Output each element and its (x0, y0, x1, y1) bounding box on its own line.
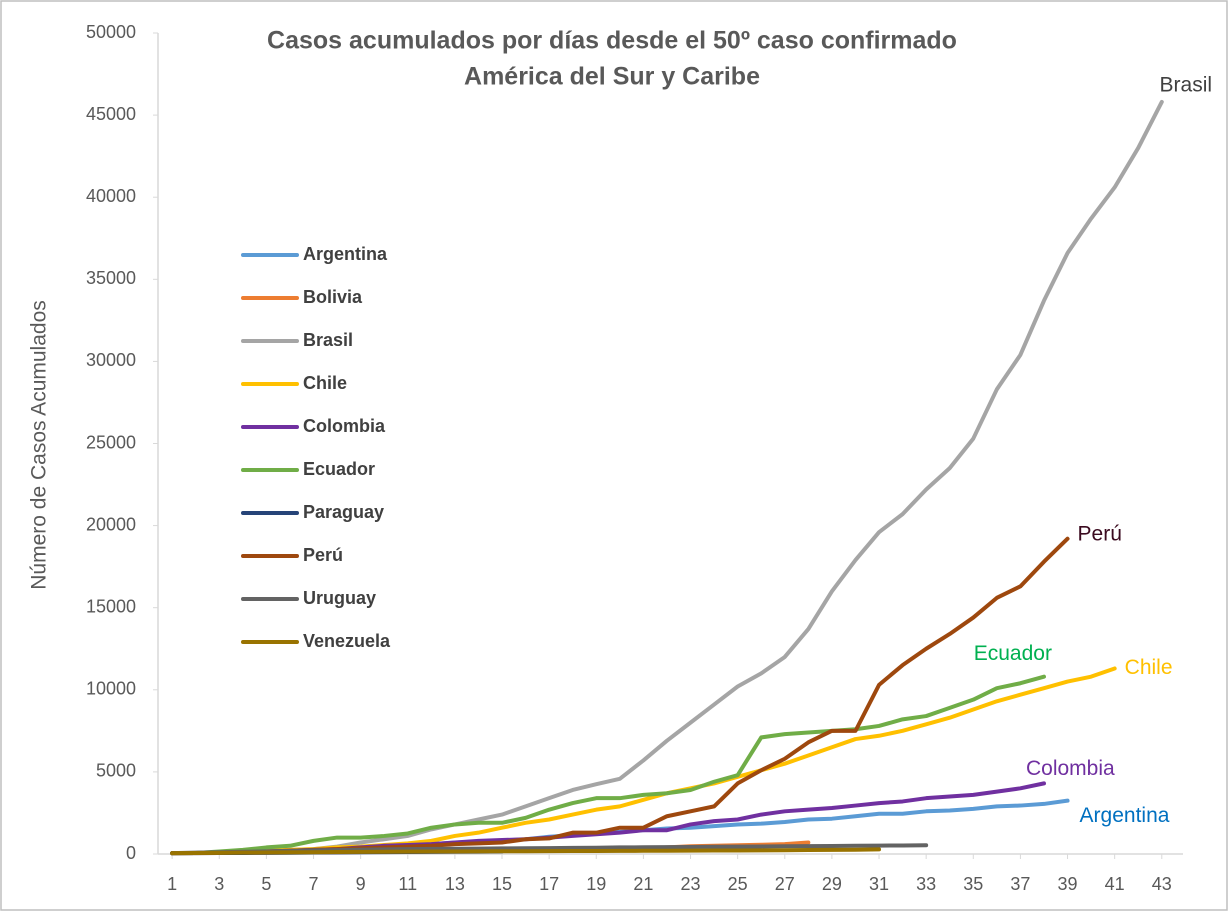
x-tick-label: 41 (1105, 874, 1125, 894)
x-tick-label: 31 (869, 874, 889, 894)
x-tick-label: 25 (728, 874, 748, 894)
x-tick-label: 3 (214, 874, 224, 894)
series-line (170, 847, 882, 856)
legend-label: Chile (303, 373, 347, 393)
y-tick-label: 40000 (86, 186, 136, 206)
y-tick-label: 50000 (86, 22, 136, 42)
end-label: Perú (1078, 522, 1122, 545)
end-label: Brasil (1160, 74, 1213, 97)
y-tick-label: 0 (126, 843, 136, 863)
legend-label: Brasil (303, 330, 353, 350)
end-label: Chile (1125, 656, 1173, 679)
x-tick-label: 13 (445, 874, 465, 894)
y-tick-label: 25000 (86, 432, 136, 452)
series-line (170, 674, 1046, 856)
x-tick-label: 37 (1010, 874, 1030, 894)
x-tick-label: 39 (1058, 874, 1078, 894)
chart-subtitle: América del Sur y Caribe (464, 63, 760, 91)
x-tick-label: 5 (261, 874, 271, 894)
y-tick-label: 10000 (86, 679, 136, 699)
y-tick-label: 30000 (86, 350, 136, 370)
x-tick-label: 1 (167, 874, 177, 894)
chart-title: Casos acumulados por días desde el 50º c… (267, 27, 957, 55)
legend-label: Bolivia (303, 287, 363, 307)
legend-label: Colombia (303, 416, 386, 436)
x-tick-label: 43 (1152, 874, 1172, 894)
x-tick-label: 27 (775, 874, 795, 894)
x-tick-label: 7 (309, 874, 319, 894)
legend-label: Venezuela (303, 631, 391, 651)
x-tick-label: 9 (356, 874, 366, 894)
end-label: Ecuador (974, 642, 1052, 665)
x-tick-label: 19 (586, 874, 606, 894)
legend-label: Argentina (303, 244, 388, 264)
y-axis-label: Número de Casos Acumulados (28, 300, 51, 589)
x-tick-label: 23 (681, 874, 701, 894)
y-tick-label: 45000 (86, 104, 136, 124)
x-tick-label: 17 (539, 874, 559, 894)
end-label: Argentina (1080, 804, 1170, 827)
y-tick-label: 5000 (96, 761, 136, 781)
legend-label: Perú (303, 545, 343, 565)
x-tick-label: 15 (492, 874, 512, 894)
x-tick-label: 21 (633, 874, 653, 894)
y-tick-label: 20000 (86, 514, 136, 534)
y-tick-label: 15000 (86, 596, 136, 616)
legend-label: Paraguay (303, 502, 384, 522)
x-tick-label: 35 (963, 874, 983, 894)
x-tick-label: 29 (822, 874, 842, 894)
legend-label: Uruguay (303, 588, 376, 608)
x-tick-label: 11 (398, 874, 417, 894)
x-tick-label: 33 (916, 874, 936, 894)
end-label: Colombia (1026, 757, 1115, 780)
y-tick-label: 35000 (86, 268, 136, 288)
legend-label: Ecuador (303, 459, 375, 479)
